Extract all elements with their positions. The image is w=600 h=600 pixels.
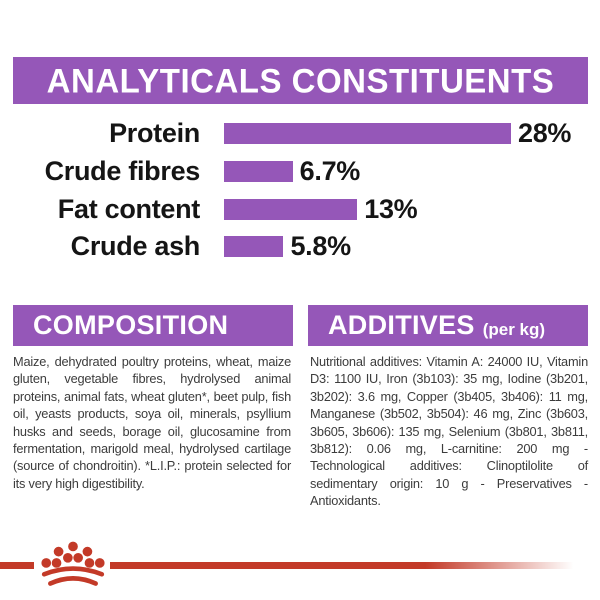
analytical-constituents-chart: Protein 28% Crude fibres 6.7% Fat content 13%… <box>0 115 600 266</box>
composition-title: COMPOSITION <box>33 310 229 340</box>
chart-row: Crude ash 5.8% <box>0 228 600 266</box>
additives-header: ADDITIVES (per kg) <box>308 305 588 346</box>
additives-per-kg-suffix: (per kg) <box>482 319 546 339</box>
chart-category-label: Fat content <box>57 193 201 224</box>
chart-bar <box>224 123 511 145</box>
chart-category-label: Crude fibres <box>44 156 201 187</box>
chart-value-label: 6.7% <box>299 156 361 187</box>
chart-value-label: 28% <box>518 118 572 149</box>
analytical-constituents-header: ANALYTICALS CONSTITUENTS <box>13 57 588 104</box>
chart-category-label: Protein <box>109 118 200 149</box>
chart-row: Crude fibres 6.7% <box>0 153 600 191</box>
chart-bar <box>224 198 358 220</box>
composition-text: Maize, dehydrated poultry proteins, whea… <box>13 354 291 491</box>
page-title: ANALYTICALS CONSTITUENTS <box>46 60 555 100</box>
red-divider-line-left <box>0 562 34 569</box>
chart-category-label: Crude ash <box>70 231 201 262</box>
royal-canin-crown-icon <box>41 541 105 586</box>
composition-header: COMPOSITION <box>13 305 293 346</box>
chart-row: Protein 28% <box>0 115 600 153</box>
chart-row: Fat content 13% <box>0 190 600 228</box>
red-divider-line-right <box>110 562 588 569</box>
additives-text: Nutritional additives: Vitamin A: 24000 … <box>310 354 588 509</box>
additives-title: ADDITIVES <box>328 310 475 340</box>
chart-value-label: 13% <box>364 193 418 224</box>
chart-bar <box>224 236 284 258</box>
chart-value-label: 5.8% <box>290 231 351 262</box>
chart-bar <box>224 161 293 183</box>
